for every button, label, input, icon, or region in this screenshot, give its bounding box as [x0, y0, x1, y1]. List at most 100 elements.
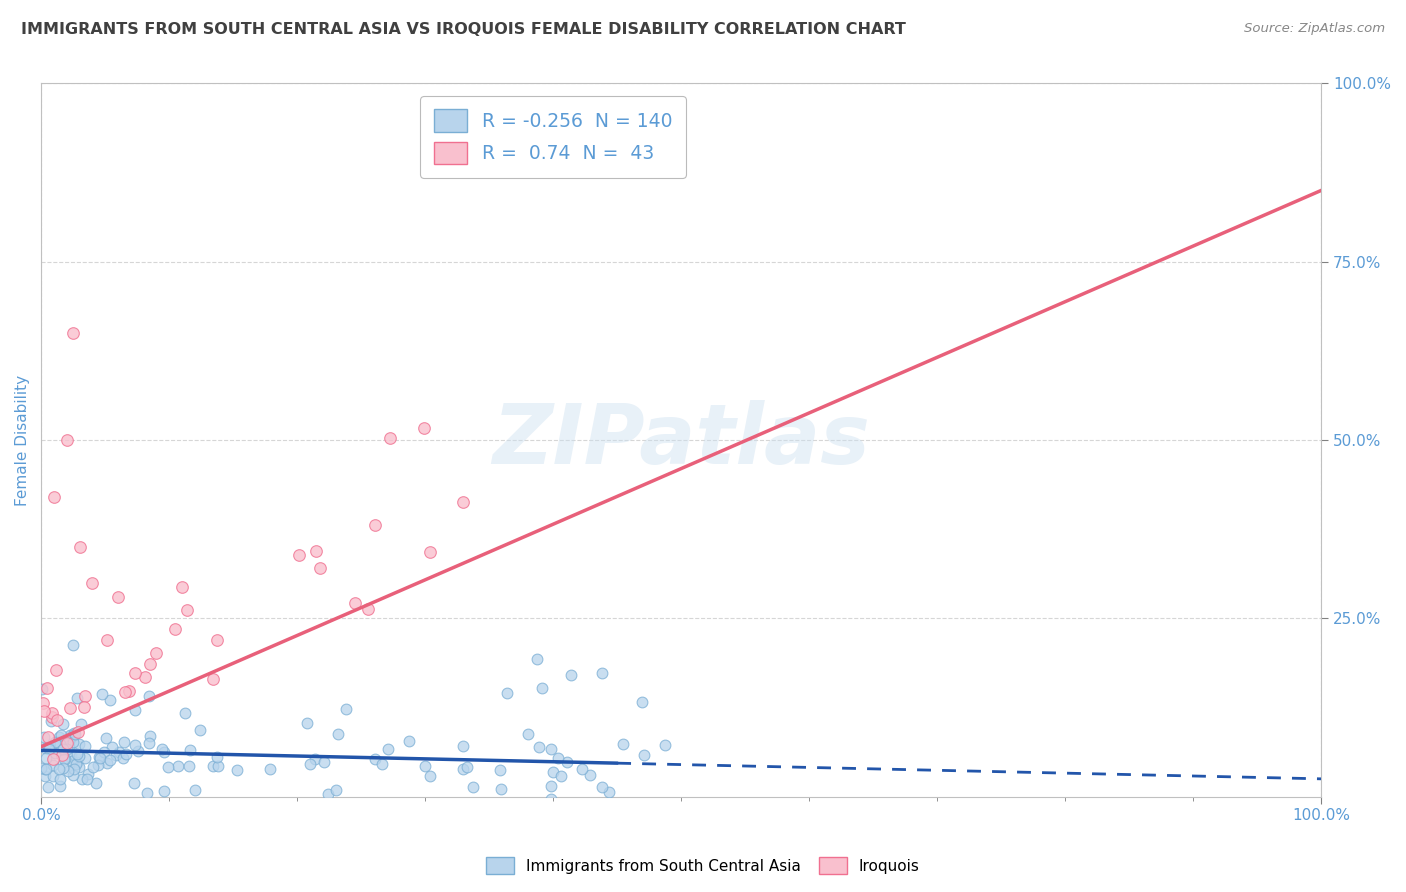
- Point: [100, 753, 122, 767]
- Point: [179, 743, 201, 757]
- Point: [631, 694, 654, 708]
- Point: [598, 785, 620, 799]
- Point: [77, 767, 100, 781]
- Point: [413, 421, 436, 435]
- Point: [89, 750, 111, 764]
- Text: Source: ZipAtlas.com: Source: ZipAtlas.com: [1244, 22, 1385, 36]
- Point: [93, 745, 115, 759]
- Point: [69, 540, 91, 554]
- Point: [118, 684, 141, 698]
- Point: [37, 780, 59, 794]
- Point: [42, 758, 65, 772]
- Point: [112, 751, 135, 765]
- Point: [82, 760, 104, 774]
- Point: [107, 590, 129, 604]
- Point: [451, 762, 474, 776]
- Point: [134, 670, 156, 684]
- Point: [38, 742, 60, 756]
- Point: [62, 326, 84, 340]
- Point: [82, 575, 104, 590]
- Point: [70, 772, 93, 786]
- Point: [419, 769, 441, 783]
- Point: [550, 769, 572, 783]
- Point: [44, 746, 66, 760]
- Point: [58, 739, 80, 753]
- Point: [42, 769, 65, 783]
- Point: [138, 736, 160, 750]
- Legend: Immigrants from South Central Asia, Iroquois: Immigrants from South Central Asia, Iroq…: [479, 851, 927, 880]
- Point: [547, 750, 569, 764]
- Point: [176, 603, 198, 617]
- Point: [114, 684, 136, 698]
- Point: [316, 788, 339, 802]
- Point: [136, 786, 159, 800]
- Point: [73, 751, 96, 765]
- Point: [98, 693, 121, 707]
- Point: [49, 779, 72, 793]
- Point: [44, 735, 66, 749]
- Y-axis label: Female Disability: Female Disability: [15, 375, 30, 506]
- Point: [53, 734, 76, 748]
- Point: [419, 545, 441, 559]
- Point: [571, 762, 593, 776]
- Point: [42, 490, 65, 504]
- Point: [58, 728, 80, 742]
- Point: [46, 735, 69, 749]
- Point: [555, 756, 578, 770]
- Point: [96, 756, 118, 770]
- Point: [205, 750, 228, 764]
- Point: [124, 739, 146, 753]
- Point: [124, 703, 146, 717]
- Point: [32, 704, 55, 718]
- Point: [75, 739, 97, 754]
- Point: [259, 762, 281, 776]
- Point: [304, 752, 326, 766]
- Point: [107, 745, 129, 759]
- Point: [51, 728, 73, 742]
- Point: [591, 666, 613, 681]
- Point: [65, 756, 87, 771]
- Point: [190, 723, 212, 737]
- Point: [31, 696, 53, 710]
- Point: [42, 752, 65, 766]
- Point: [344, 596, 367, 610]
- Point: [48, 730, 70, 744]
- Point: [124, 666, 146, 681]
- Point: [167, 759, 190, 773]
- Point: [58, 733, 80, 747]
- Point: [34, 769, 56, 783]
- Point: [96, 632, 118, 647]
- Point: [378, 431, 401, 445]
- Point: [45, 714, 67, 728]
- Point: [540, 779, 562, 793]
- Point: [49, 737, 72, 751]
- Point: [37, 740, 59, 755]
- Point: [63, 727, 86, 741]
- Point: [540, 741, 562, 756]
- Point: [225, 763, 247, 777]
- Point: [654, 738, 676, 752]
- Point: [52, 761, 75, 775]
- Point: [308, 560, 330, 574]
- Point: [62, 734, 84, 748]
- Point: [325, 783, 347, 797]
- Point: [89, 749, 111, 764]
- Point: [34, 762, 56, 776]
- Point: [30, 761, 52, 775]
- Point: [138, 690, 160, 704]
- Point: [357, 602, 380, 616]
- Point: [39, 714, 62, 728]
- Point: [205, 632, 228, 647]
- Point: [66, 755, 89, 769]
- Point: [288, 548, 311, 562]
- Point: [153, 745, 176, 759]
- Point: [87, 757, 110, 772]
- Point: [45, 663, 67, 677]
- Point: [114, 735, 136, 749]
- Point: [177, 759, 200, 773]
- Point: [138, 729, 160, 743]
- Point: [491, 782, 513, 797]
- Point: [612, 737, 634, 751]
- Point: [165, 622, 187, 636]
- Point: [48, 762, 70, 776]
